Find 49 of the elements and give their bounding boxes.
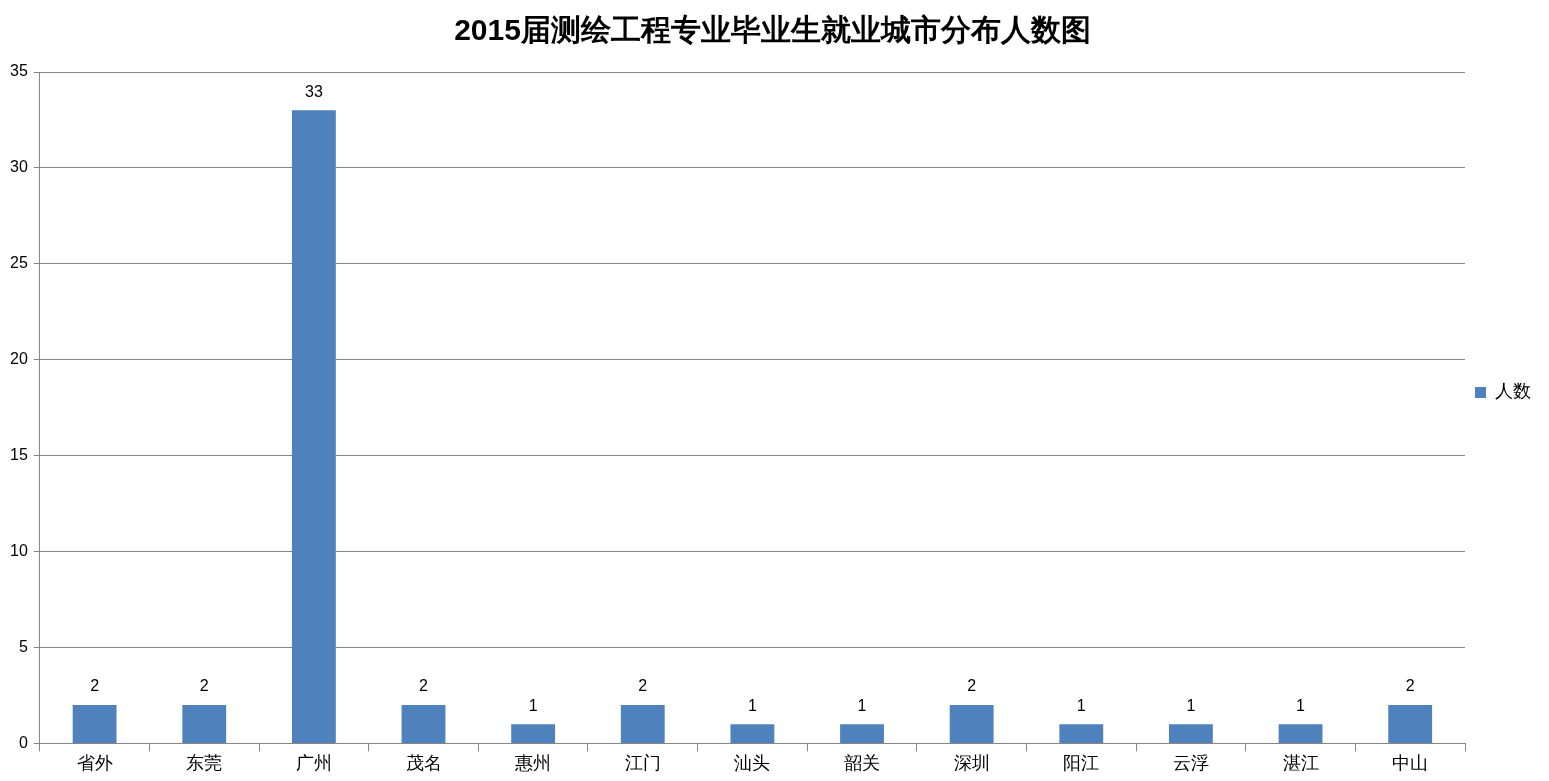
y-tick-label: 30 <box>10 158 28 176</box>
x-tick-label: 云浮 <box>1172 752 1209 773</box>
bar <box>401 705 446 743</box>
data-label: 1 <box>1076 696 1086 714</box>
y-tick-label: 35 <box>10 62 28 80</box>
data-label: 1 <box>857 696 867 714</box>
data-label: 2 <box>419 677 429 695</box>
data-label: 1 <box>528 696 538 714</box>
x-tick-label: 惠州 <box>514 752 552 773</box>
bar <box>1169 724 1213 743</box>
y-tick-label: 5 <box>18 637 28 655</box>
chart-title: 2015届测绘工程专业毕业生就业城市分布人数图 <box>454 13 1091 47</box>
x-tick-label: 韶关 <box>844 752 881 773</box>
bar <box>182 705 227 743</box>
bar <box>730 724 775 743</box>
data-label: 1 <box>1186 696 1196 714</box>
x-tick-label: 深圳 <box>953 752 990 773</box>
bar <box>72 705 117 743</box>
x-tick-label: 中山 <box>1392 752 1429 773</box>
bar <box>1059 724 1104 743</box>
y-tick-label: 25 <box>10 254 28 272</box>
x-tick-label: 江门 <box>624 752 661 773</box>
bar <box>1278 724 1323 743</box>
x-tick-label: 东莞 <box>186 752 223 773</box>
y-tick-label: 15 <box>10 446 28 464</box>
bar <box>511 724 556 743</box>
x-tick-label: 广州 <box>295 752 332 773</box>
legend-label: 人数 <box>1495 381 1531 402</box>
data-label: 2 <box>638 677 648 695</box>
bar <box>949 705 994 743</box>
bar <box>1388 705 1433 743</box>
x-tick-label: 省外 <box>76 752 113 773</box>
data-label: 33 <box>304 82 323 100</box>
x-tick-label: 湛江 <box>1282 752 1319 773</box>
y-tick-label: 0 <box>18 733 28 751</box>
data-label: 2 <box>1405 677 1415 695</box>
x-tick-label: 茂名 <box>405 752 442 773</box>
data-label: 2 <box>90 677 100 695</box>
y-tick-label: 10 <box>10 541 28 559</box>
data-label: 2 <box>199 677 209 695</box>
bar <box>620 705 665 743</box>
bar <box>840 724 884 743</box>
x-tick-label: 阳江 <box>1063 752 1100 773</box>
data-label: 1 <box>747 696 757 714</box>
data-label: 2 <box>967 677 977 695</box>
data-label: 1 <box>1296 696 1306 714</box>
bar <box>291 110 336 743</box>
y-tick-label: 20 <box>10 350 28 368</box>
x-tick-label: 汕头 <box>734 752 771 773</box>
